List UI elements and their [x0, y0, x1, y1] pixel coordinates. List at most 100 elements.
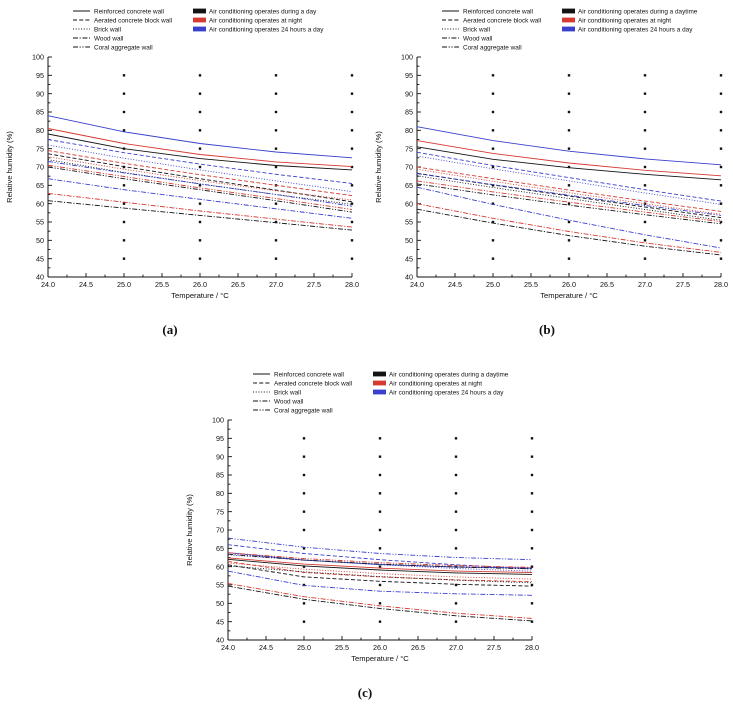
grid-marker: [530, 583, 534, 587]
tick-labels: 24.0 24.5 25.0 25.5 26.0 26.5 27.0 27.5 28.0 40 45…: [32, 53, 359, 289]
grid-marker: [719, 184, 723, 187]
grid-marker: [719, 74, 723, 77]
grid-marker: [302, 528, 306, 532]
series-line: [47, 166, 353, 213]
grid-marker: [491, 202, 495, 205]
grid-marker: [530, 437, 534, 440]
grid-marker: [378, 492, 382, 495]
chart-canvas: 24.0 24.5 25.0 25.5 26.0 26.5 27.0 27.5 28.0 40 45…: [5, 8, 359, 300]
legend: Reinforced concrete wall Aerated concrete…: [442, 8, 698, 51]
series-line: [227, 537, 533, 561]
legend-wall-label: Wood wall: [274, 398, 303, 405]
chart-canvas: 24.0 24.5 25.0 25.5 26.0 26.5 27.0 27.5 28.0 40 45…: [374, 8, 728, 300]
svg-text:25.0: 25.0: [117, 280, 131, 289]
svg-text:95: 95: [405, 71, 413, 80]
svg-text:100: 100: [212, 416, 224, 425]
grid-marker: [454, 583, 458, 587]
svg-text:27.0: 27.0: [269, 280, 283, 289]
chart-b: 24.0 24.5 25.0 25.5 26.0 26.5 27.0 27.5 28.0 40 45…: [369, 0, 733, 318]
grid-marker: [643, 202, 647, 205]
svg-text:25.5: 25.5: [155, 280, 169, 289]
tick-labels: 24.0 24.5 25.0 25.5 26.0 26.5 27.0 27.5 28.0 40 45…: [212, 416, 539, 652]
legend-wall-label: Aerated concrete block wall: [463, 17, 541, 24]
grid-marker: [122, 184, 126, 187]
grid-marker: [530, 492, 534, 495]
svg-text:85: 85: [36, 108, 44, 117]
legend-wall-label: Aerated concrete block wall: [274, 380, 352, 387]
series-line: [227, 564, 533, 587]
chart-b-caption: (b): [539, 322, 555, 337]
legend-mode-label: Air conditioning operates at night: [578, 17, 671, 24]
svg-text:50: 50: [216, 599, 224, 608]
series-line: [416, 168, 722, 215]
grid-marker: [454, 510, 458, 513]
svg-text:28.0: 28.0: [525, 643, 539, 652]
grid-marker: [122, 74, 126, 77]
grid-marker: [350, 165, 354, 169]
grid-marker: [350, 110, 354, 114]
grid-marker: [491, 147, 495, 150]
y-axis-label: Relative humidity (%): [374, 131, 383, 203]
svg-text:95: 95: [216, 434, 224, 443]
grid-marker: [491, 257, 495, 260]
grid-marker: [350, 220, 354, 224]
svg-text:90: 90: [216, 452, 224, 461]
svg-text:26.0: 26.0: [193, 280, 207, 289]
svg-text:26.5: 26.5: [411, 643, 425, 652]
grid-marker: [643, 184, 647, 187]
grid-marker: [378, 602, 382, 605]
svg-text:24.5: 24.5: [448, 280, 462, 289]
legend-wall-label: Reinforced concrete wall: [274, 371, 344, 378]
grid-marker: [274, 74, 278, 77]
grid-marker: [454, 620, 458, 623]
svg-text:85: 85: [216, 471, 224, 480]
grid-marker: [643, 74, 647, 77]
grid-marker: [274, 257, 278, 260]
legend-color-swatch: [373, 380, 386, 386]
marker-grid: [302, 437, 534, 623]
svg-text:75: 75: [405, 144, 413, 153]
grid-marker: [530, 473, 534, 477]
svg-text:26.5: 26.5: [231, 280, 245, 289]
svg-text:50: 50: [36, 236, 44, 245]
legend-wall-label: Wood wall: [94, 35, 123, 42]
grid-marker: [122, 129, 126, 132]
legend-color-swatch: [562, 8, 575, 14]
legend-wall-label: Wood wall: [463, 35, 492, 42]
grid-marker: [350, 239, 354, 242]
grid-marker: [378, 583, 382, 587]
series-line: [47, 156, 353, 201]
grid-marker: [719, 110, 723, 114]
legend-wall-label: Coral aggregate wall: [94, 44, 153, 51]
series-line: [227, 553, 533, 570]
grid-marker: [530, 455, 534, 458]
svg-text:90: 90: [36, 89, 44, 98]
legend-wall-label: Reinforced concrete wall: [463, 8, 533, 15]
x-axis-label: Temperature / °C: [351, 654, 409, 663]
grid-marker: [302, 547, 306, 550]
grid-marker: [302, 492, 306, 495]
grid-marker: [198, 74, 202, 77]
chart-c: 24.0 24.5 25.0 25.5 26.0 26.5 27.0 27.5 28.0 40 45…: [180, 363, 544, 681]
svg-text:27.5: 27.5: [487, 643, 501, 652]
series-line: [416, 173, 722, 216]
grid-marker: [491, 74, 495, 77]
grid-marker: [530, 528, 534, 532]
legend-color-swatch: [562, 17, 575, 23]
svg-text:24.5: 24.5: [79, 280, 93, 289]
grid-marker: [198, 220, 202, 224]
grid-marker: [122, 202, 126, 205]
grid-marker: [643, 165, 647, 169]
grid-marker: [198, 92, 202, 95]
svg-text:27.0: 27.0: [638, 280, 652, 289]
svg-text:55: 55: [405, 218, 413, 227]
legend: Reinforced concrete wall Aerated concrete…: [73, 8, 324, 51]
marker-grid: [122, 74, 354, 260]
grid-marker: [719, 257, 723, 260]
grid-marker: [198, 165, 202, 169]
legend: Reinforced concrete wall Aerated concrete…: [253, 371, 509, 414]
series-line: [47, 128, 353, 168]
grid-marker: [378, 547, 382, 550]
legend-wall-label: Coral aggregate wall: [463, 44, 522, 51]
grid-marker: [454, 455, 458, 458]
